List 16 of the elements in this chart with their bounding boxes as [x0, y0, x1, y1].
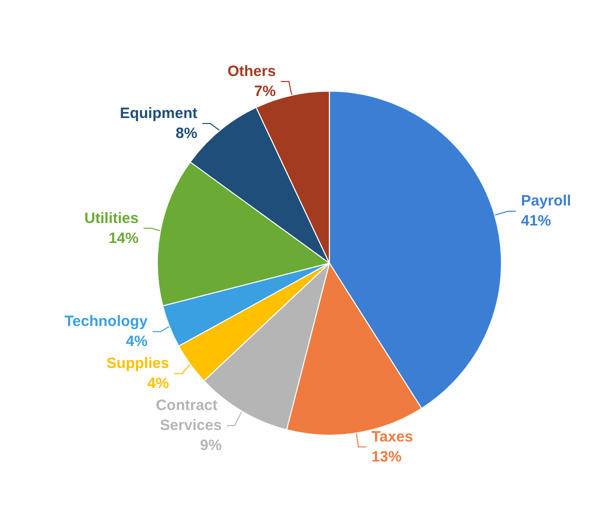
data-label: 13% — [372, 448, 402, 466]
slice-label: Equipment — [120, 105, 198, 122]
data-label: 8% — [176, 125, 198, 142]
data-label: 4% — [147, 375, 170, 392]
slice-label: Taxes — [372, 428, 413, 446]
data-label: 9% — [200, 437, 222, 454]
data-label: 41% — [521, 212, 552, 230]
data-label: 4% — [126, 333, 148, 350]
data-label: 14% — [108, 230, 139, 247]
slice-label: Supplies — [106, 355, 170, 372]
slice-label: Utilities — [84, 210, 139, 227]
slice-label: Others — [227, 63, 276, 80]
slice-label: Technology — [64, 313, 148, 330]
data-label: 7% — [254, 83, 276, 100]
slice-label: Contract Services — [156, 397, 222, 434]
slice-label: Payroll — [521, 192, 572, 210]
